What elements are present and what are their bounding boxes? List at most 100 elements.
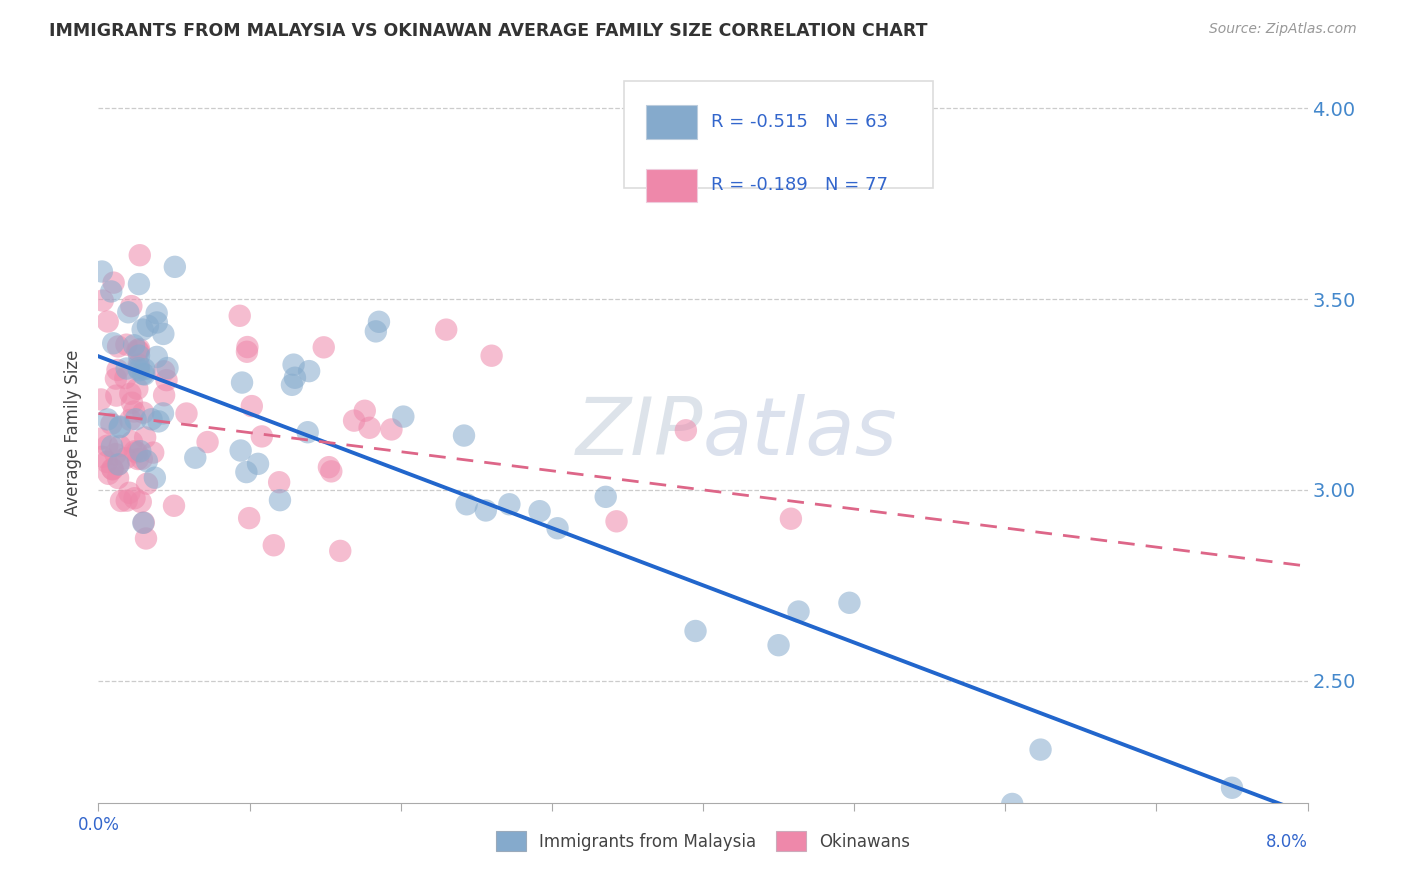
Point (475, 503, 498, 517)
Text: Source: ZipAtlas.com: Source: ZipAtlas.com (1209, 22, 1357, 37)
Point (124, 412, 146, 426)
Point (456, 497, 478, 511)
Point (101, 462, 124, 476)
Point (152, 406, 174, 420)
Text: ZIP: ZIP (575, 393, 703, 472)
Point (143, 471, 166, 485)
Point (127, 361, 149, 376)
Point (128, 349, 150, 363)
Point (141, 412, 163, 426)
Point (135, 532, 157, 546)
Point (197, 435, 219, 450)
Point (91, 450, 114, 464)
Point (247, 457, 270, 471)
Point (96, 439, 118, 453)
Point (105, 388, 128, 402)
Point (269, 493, 291, 508)
Point (263, 538, 285, 552)
Point (115, 361, 138, 376)
Point (127, 343, 149, 358)
Point (238, 511, 260, 525)
Point (134, 362, 156, 376)
Point (121, 434, 143, 449)
Point (547, 521, 569, 535)
Point (128, 342, 150, 356)
Point (298, 364, 321, 378)
Point (229, 309, 252, 323)
Point (128, 363, 150, 377)
Point (142, 445, 165, 459)
Point (125, 445, 148, 459)
Text: R = -0.515   N = 63: R = -0.515 N = 63 (711, 113, 889, 131)
Point (236, 340, 259, 354)
Point (127, 382, 149, 396)
Text: 8.0%: 8.0% (1265, 833, 1308, 851)
Point (114, 451, 136, 466)
Point (184, 450, 207, 465)
Point (90, 432, 112, 446)
Point (108, 419, 131, 434)
Point (148, 414, 170, 428)
Point (1001, 797, 1024, 811)
Point (104, 447, 127, 461)
Point (129, 495, 152, 509)
Point (96, 412, 118, 426)
Point (297, 425, 319, 440)
Point (128, 248, 150, 262)
Point (122, 404, 145, 418)
FancyBboxPatch shape (647, 169, 697, 202)
Point (131, 322, 153, 336)
Text: atlas: atlas (703, 393, 898, 472)
Point (156, 361, 179, 376)
Point (434, 323, 457, 337)
Point (101, 439, 124, 453)
Point (605, 514, 627, 528)
Point (129, 444, 152, 458)
Point (135, 454, 157, 468)
Point (236, 344, 259, 359)
Point (108, 439, 131, 453)
Point (318, 460, 340, 475)
Point (312, 340, 335, 354)
Text: IMMIGRANTS FROM MALAYSIA VS OKINAWAN AVERAGE FAMILY SIZE CORRELATION CHART: IMMIGRANTS FROM MALAYSIA VS OKINAWAN AVE… (49, 22, 928, 40)
Point (128, 277, 150, 291)
Point (107, 363, 129, 377)
Point (153, 388, 176, 402)
Point (176, 407, 198, 421)
Point (101, 462, 124, 476)
Point (97, 314, 120, 328)
Point (1220, 780, 1243, 795)
Point (96, 455, 118, 469)
Point (235, 465, 257, 479)
Point (453, 428, 475, 442)
Point (132, 367, 155, 381)
Point (838, 596, 860, 610)
Point (364, 324, 387, 338)
Point (134, 368, 156, 382)
Point (103, 276, 125, 290)
Point (120, 413, 142, 427)
Point (131, 451, 153, 466)
Point (595, 490, 617, 504)
Point (91, 293, 114, 308)
FancyBboxPatch shape (624, 81, 932, 188)
Point (127, 452, 149, 467)
Point (100, 417, 122, 431)
Point (359, 421, 381, 435)
Point (107, 339, 129, 353)
Point (283, 358, 305, 372)
Point (152, 326, 174, 341)
Point (100, 285, 122, 299)
Point (269, 475, 291, 490)
Point (392, 409, 415, 424)
Point (121, 395, 143, 409)
Point (146, 350, 169, 364)
FancyBboxPatch shape (647, 105, 697, 138)
Point (90, 392, 112, 407)
Point (229, 443, 252, 458)
Point (675, 423, 697, 437)
Text: R = -0.189   N = 77: R = -0.189 N = 77 (711, 177, 889, 194)
Point (132, 516, 155, 530)
Point (117, 305, 139, 319)
Point (108, 420, 131, 434)
